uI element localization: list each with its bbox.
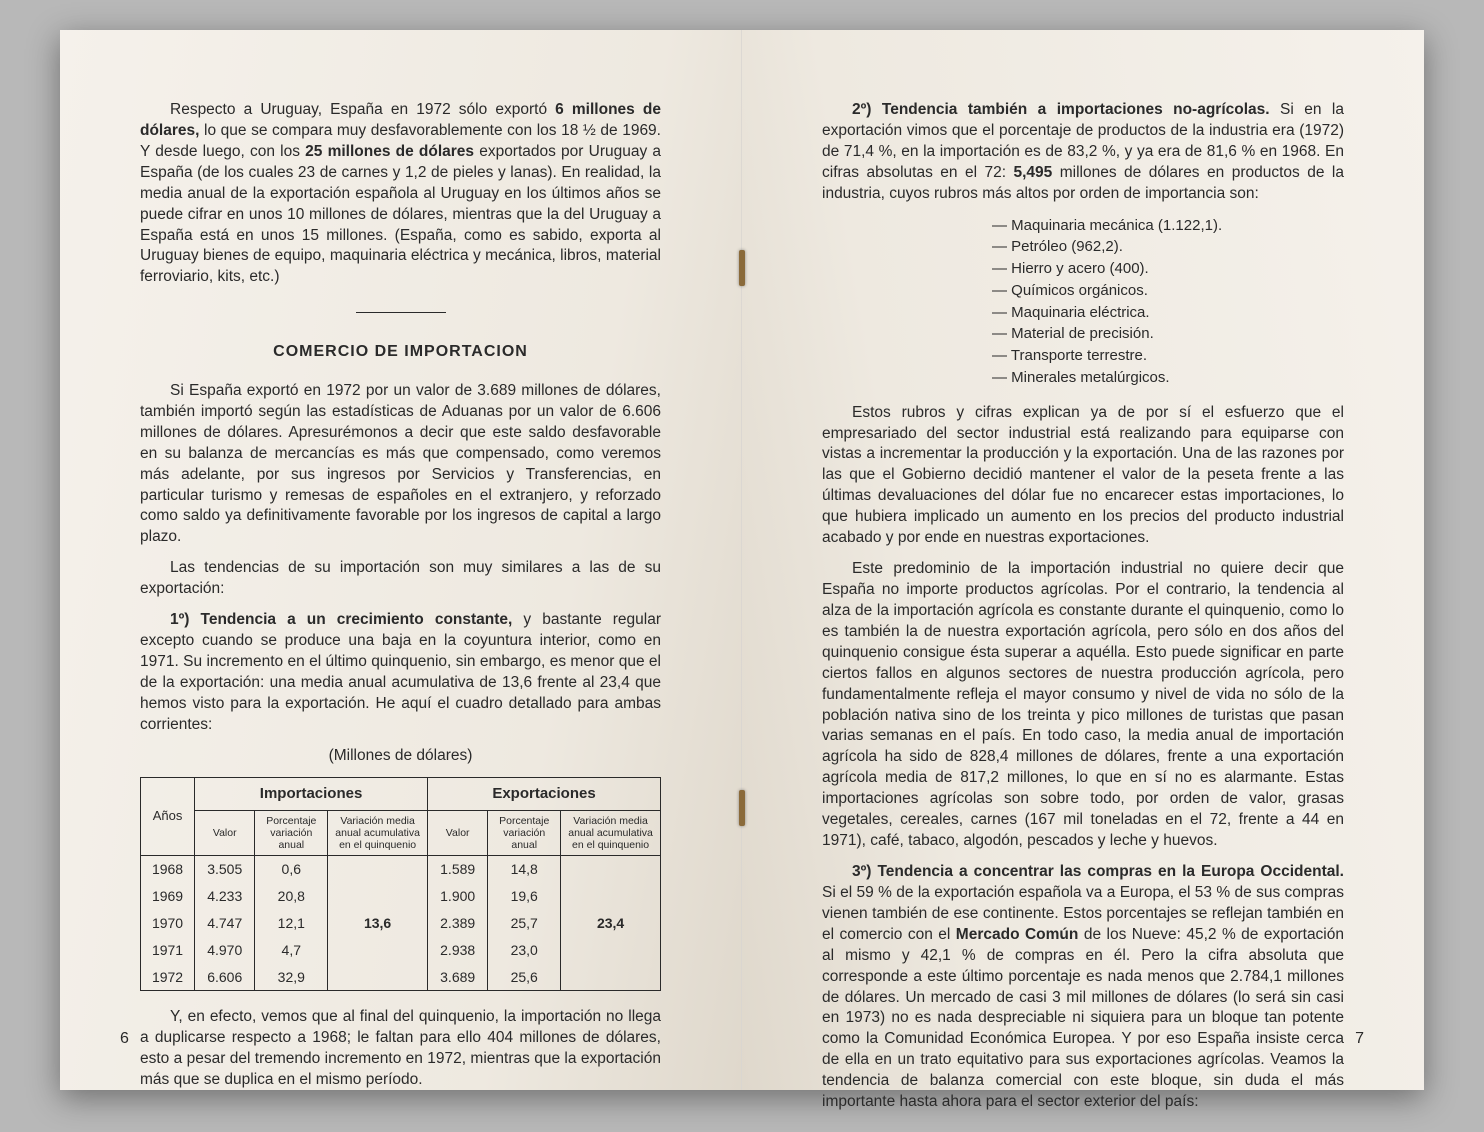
- table-cell: 6.606: [195, 964, 255, 991]
- table-cell: 19,6: [488, 883, 561, 910]
- page-number-left: 6: [120, 1028, 129, 1050]
- staple-icon: [739, 790, 745, 826]
- paragraph-r2: Estos rubros y cifras explican ya de por…: [822, 403, 1344, 549]
- paragraph-r3: Este predominio de la importación indust…: [822, 559, 1344, 852]
- table-cell: 4.233: [195, 883, 255, 910]
- text: Respecto a Uruguay, España en 1972 sólo …: [170, 101, 555, 118]
- list-item: Químicos orgánicos.: [992, 280, 1344, 302]
- group-header-exports: Exportaciones: [428, 777, 661, 810]
- table-row: Años Importaciones Exportaciones: [141, 777, 661, 810]
- table-cell: 1971: [141, 937, 195, 964]
- table-cell: 14,8: [488, 856, 561, 883]
- paragraph-r4: 3º) Tendencia a concentrar las compras e…: [822, 862, 1344, 1113]
- page-right: 2º) Tendencia también a importaciones no…: [742, 30, 1424, 1090]
- table-cell: 1969: [141, 883, 195, 910]
- paragraph-1: Si España exportó en 1972 por un valor d…: [140, 381, 661, 548]
- list-item: Minerales metalúrgicos.: [992, 367, 1344, 389]
- table-cell: 23,0: [488, 937, 561, 964]
- page-number-right: 7: [1355, 1028, 1364, 1050]
- text: de los Nueve: 45,2 % de exportación al m…: [822, 926, 1344, 1110]
- bold-phrase-2: 25 millones de dólares: [305, 143, 474, 160]
- sub-header: Valor: [195, 810, 255, 855]
- book-spread: Respecto a Uruguay, España en 1972 sólo …: [60, 30, 1424, 1090]
- list-item: Hierro y acero (400).: [992, 258, 1344, 280]
- table-cell: 20,8: [255, 883, 328, 910]
- list-item: Maquinaria eléctrica.: [992, 302, 1344, 324]
- table-cell: 1972: [141, 964, 195, 991]
- list-item: Material de precisión.: [992, 323, 1344, 345]
- paragraph-3: 1º) Tendencia a un crecimiento constante…: [140, 610, 661, 736]
- table-cell: 25,6: [488, 964, 561, 991]
- table-cell: 4,7: [255, 937, 328, 964]
- table-cell-media: 23,4: [561, 856, 661, 991]
- section-title: COMERCIO DE IMPORTACION: [140, 341, 661, 363]
- lead-bold: 2º) Tendencia también a importaciones no…: [852, 101, 1270, 118]
- lead-bold: 3º) Tendencia a concentrar las compras e…: [852, 863, 1344, 880]
- text: y bastante regular excepto cuando se pro…: [140, 611, 661, 733]
- inline-bold: Mercado Común: [956, 926, 1079, 943]
- sub-header: Variación media anual acumulativa en el …: [328, 810, 428, 855]
- table-cell: 0,6: [255, 856, 328, 883]
- table-caption: (Millones de dólares): [140, 746, 661, 767]
- page-left: Respecto a Uruguay, España en 1972 sólo …: [60, 30, 742, 1090]
- table-cell: 4.970: [195, 937, 255, 964]
- sub-header: Valor: [428, 810, 488, 855]
- table-cell: 2.389: [428, 910, 488, 937]
- table-cell: 32,9: [255, 964, 328, 991]
- import-export-table: Años Importaciones Exportaciones Valor P…: [140, 777, 661, 992]
- table-cell: 4.747: [195, 910, 255, 937]
- table-cell: 3.689: [428, 964, 488, 991]
- text: exportados por Uruguay a España (de los …: [140, 143, 661, 286]
- sub-header: Porcentaje variación anual: [488, 810, 561, 855]
- list-item: Maquinaria mecánica (1.122,1).: [992, 215, 1344, 237]
- col-years-header: Años: [141, 777, 195, 855]
- paragraph-4: Y, en efecto, vemos que al final del qui…: [140, 1007, 661, 1091]
- table-cell: 2.938: [428, 937, 488, 964]
- table-cell: 25,7: [488, 910, 561, 937]
- divider: [356, 312, 446, 313]
- sub-header: Variación media anual acumulativa en el …: [561, 810, 661, 855]
- table-cell: 1970: [141, 910, 195, 937]
- lead-bold: 1º) Tendencia a un crecimiento constante…: [170, 611, 512, 628]
- list-item: Petróleo (962,2).: [992, 236, 1344, 258]
- table-cell: 12,1: [255, 910, 328, 937]
- intro-paragraph: Respecto a Uruguay, España en 1972 sólo …: [140, 100, 661, 288]
- import-rubros-list: Maquinaria mecánica (1.122,1).Petróleo (…: [992, 215, 1344, 389]
- staple-icon: [739, 250, 745, 286]
- sub-header: Porcentaje variación anual: [255, 810, 328, 855]
- table-cell-media: 13,6: [328, 856, 428, 991]
- inline-bold: 5,495: [1013, 164, 1052, 181]
- table-cell: 1.589: [428, 856, 488, 883]
- table-cell: 1.900: [428, 883, 488, 910]
- table-cell: 1968: [141, 856, 195, 883]
- paragraph-2: Las tendencias de su importación son muy…: [140, 558, 661, 600]
- paragraph-r1: 2º) Tendencia también a importaciones no…: [822, 100, 1344, 205]
- group-header-imports: Importaciones: [195, 777, 428, 810]
- table-cell: 3.505: [195, 856, 255, 883]
- list-item: Transporte terrestre.: [992, 345, 1344, 367]
- table-row: Valor Porcentaje variación anual Variaci…: [141, 810, 661, 855]
- table-row: 19683.5050,613,61.58914,823,4: [141, 856, 661, 883]
